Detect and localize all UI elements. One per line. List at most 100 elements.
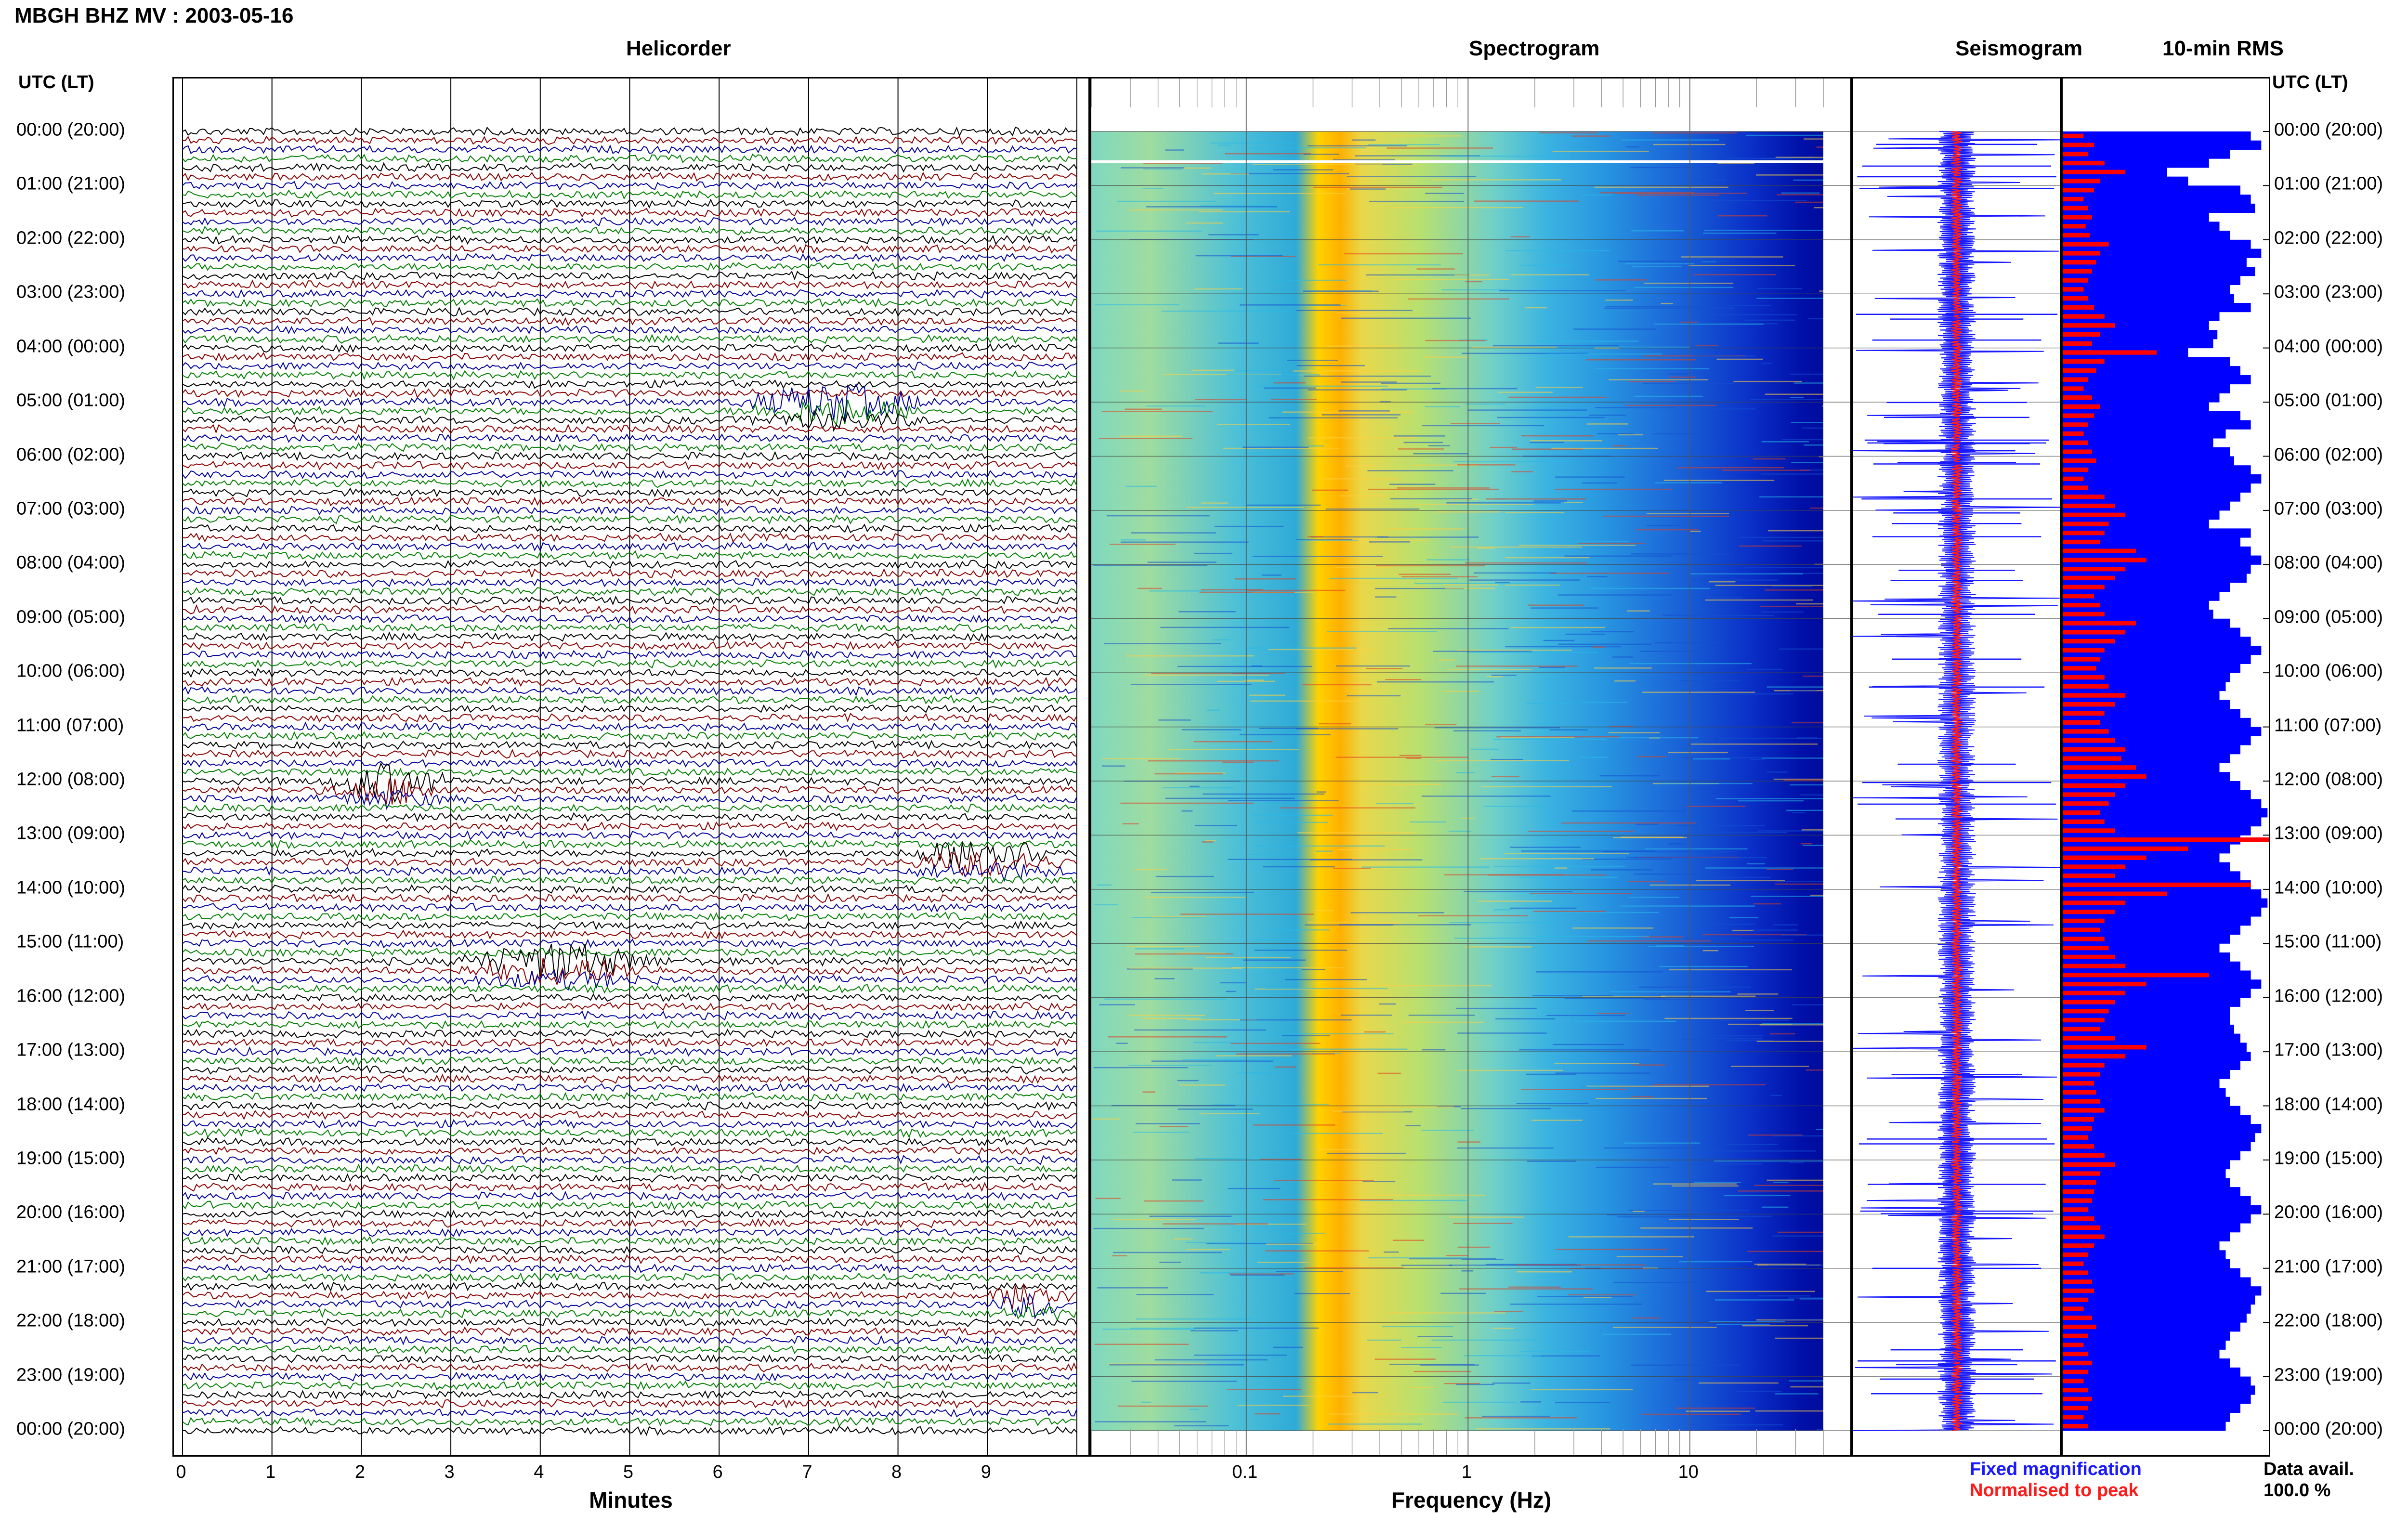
spectrogram-streak	[1609, 726, 1634, 727]
helicorder-trace	[182, 568, 1077, 579]
spectrogram-streak	[1457, 1070, 1563, 1071]
spectrogram-streak	[1505, 646, 1622, 648]
spectrogram-streak	[1296, 310, 1413, 312]
spectrogram-streak	[1632, 1317, 1661, 1319]
spectrogram-streak	[1694, 1182, 1741, 1183]
spectrogram-streak	[1707, 614, 1774, 616]
helicorder-trace	[182, 1362, 1077, 1372]
spectrogram-streak	[1367, 1339, 1402, 1341]
spectrogram-streak	[1632, 266, 1682, 267]
spectrogram-streak	[1775, 1337, 1823, 1339]
helicorder-trace	[182, 1245, 1077, 1255]
rms-fixed-bar	[2063, 727, 2262, 736]
spectrogram-streak	[1130, 684, 1252, 685]
spectrogram-streak	[1501, 737, 1575, 738]
spectrogram-streak	[1303, 154, 1339, 155]
spectrogram-streak	[1175, 772, 1226, 774]
spectrogram-streak	[1273, 382, 1306, 384]
rms-normalised-bar	[2063, 1415, 2084, 1420]
spectrogram-streak	[1578, 543, 1646, 544]
helicorder-trace	[182, 875, 1077, 886]
helicorder-trace	[182, 1317, 1077, 1328]
spectrogram-streak	[1236, 1053, 1335, 1055]
spectrogram-streak	[1767, 771, 1788, 773]
spectrogram-streak	[1543, 639, 1575, 641]
helicorder-trace	[182, 969, 1077, 991]
rms-fixed-bar	[2063, 195, 2251, 204]
spectrogram-streak	[1125, 485, 1157, 487]
rms-fixed-bar	[2063, 1024, 2234, 1034]
spectrogram-streak	[1440, 1292, 1486, 1294]
spectrogram-streak	[1572, 927, 1653, 929]
helicorder-trace	[182, 667, 1077, 678]
spectrogram-streak	[1613, 837, 1687, 838]
rms-fixed-bar	[2063, 817, 2262, 827]
helicorder-trace	[182, 235, 1077, 245]
spectrogram-streak	[1659, 783, 1753, 784]
spectrogram-streak	[1236, 1405, 1309, 1406]
spectrogram-streak	[1414, 583, 1531, 585]
spectrogram-streak	[1181, 810, 1193, 812]
seismogram-panel	[1852, 77, 2061, 1457]
spectrogram-streak	[1554, 1063, 1639, 1064]
spectrogram-streak	[1510, 1304, 1643, 1305]
spectrogram-streak	[1530, 442, 1564, 443]
spectrogram-streak	[1668, 752, 1728, 754]
helicorder-trace	[182, 1190, 1077, 1201]
time-label: 21:00 (17:00)	[16, 1256, 126, 1277]
spectrogram-streak	[1644, 283, 1733, 284]
spectrogram-streak	[1201, 589, 1263, 590]
rms-normalised-bar	[2063, 954, 2115, 960]
rms-normalised-bar	[2063, 1162, 2115, 1167]
spectrogram-streak	[1668, 843, 1683, 845]
spectrogram-streak	[1596, 279, 1647, 281]
time-label: 01:00 (21:00)	[2274, 173, 2383, 194]
spectrogram-streak	[1413, 1370, 1471, 1372]
helicorder-trace	[182, 884, 1077, 894]
spectrogram-streak	[1756, 1041, 1823, 1042]
spectrogram-streak	[1401, 1346, 1442, 1348]
spectrogram-streak	[1770, 1095, 1782, 1096]
rms-fixed-bar	[2063, 1088, 2226, 1097]
spectrogram-streak	[1783, 780, 1823, 781]
spectrogram-streak	[1151, 892, 1254, 893]
spectrogram-streak	[1518, 545, 1636, 546]
spectrogram-streak	[1461, 1270, 1474, 1272]
spectrogram-streak	[1199, 591, 1295, 593]
spectrogram-streak	[1322, 414, 1401, 416]
spectrogram-streak	[1206, 1243, 1313, 1244]
spectrogram-streak	[1319, 723, 1351, 725]
spectrogram-streak	[1653, 433, 1712, 435]
spectrogram-streak	[1599, 775, 1661, 777]
spectrogram-streak	[1816, 146, 1823, 148]
spectrogram-streak	[1497, 417, 1605, 418]
spectrogram-streak	[1347, 176, 1477, 177]
spectrogram-streak	[1422, 425, 1544, 427]
rms-normalised-bar	[2063, 774, 2146, 779]
helicorder-x-tick-label: 8	[891, 1462, 902, 1482]
spectrogram-streak	[1532, 995, 1613, 997]
spectrogram-streak	[1099, 1004, 1135, 1005]
spectrogram-streak	[1740, 939, 1793, 941]
spectrogram-streak	[1754, 1264, 1806, 1265]
time-label: 04:00 (00:00)	[16, 336, 126, 357]
time-label: 10:00 (06:00)	[2274, 661, 2383, 681]
spectrogram-streak	[1326, 345, 1398, 347]
helicorder-trace	[182, 1398, 1077, 1409]
spectrogram-streak	[1699, 1382, 1779, 1384]
spectrogram-streak	[1646, 513, 1729, 514]
spectrogram-streak	[1401, 576, 1478, 578]
spectrogram-streak	[1387, 628, 1509, 629]
time-label: 08:00 (04:00)	[16, 552, 126, 573]
rms-fixed-bar	[2063, 1367, 2240, 1377]
spectrogram-streak	[1151, 1060, 1274, 1062]
spectrogram-streak	[1131, 532, 1217, 534]
spectrogram-streak	[1761, 611, 1804, 613]
helicorder-x-tick-label: 4	[534, 1462, 544, 1482]
spectrogram-streak	[1474, 572, 1557, 574]
spectrogram-streak	[1274, 1180, 1374, 1181]
spectrogram-streak	[1228, 1187, 1281, 1189]
helicorder-trace	[182, 433, 1077, 443]
spectrogram-streak	[1582, 996, 1666, 997]
spectrogram-streak	[1564, 555, 1673, 557]
